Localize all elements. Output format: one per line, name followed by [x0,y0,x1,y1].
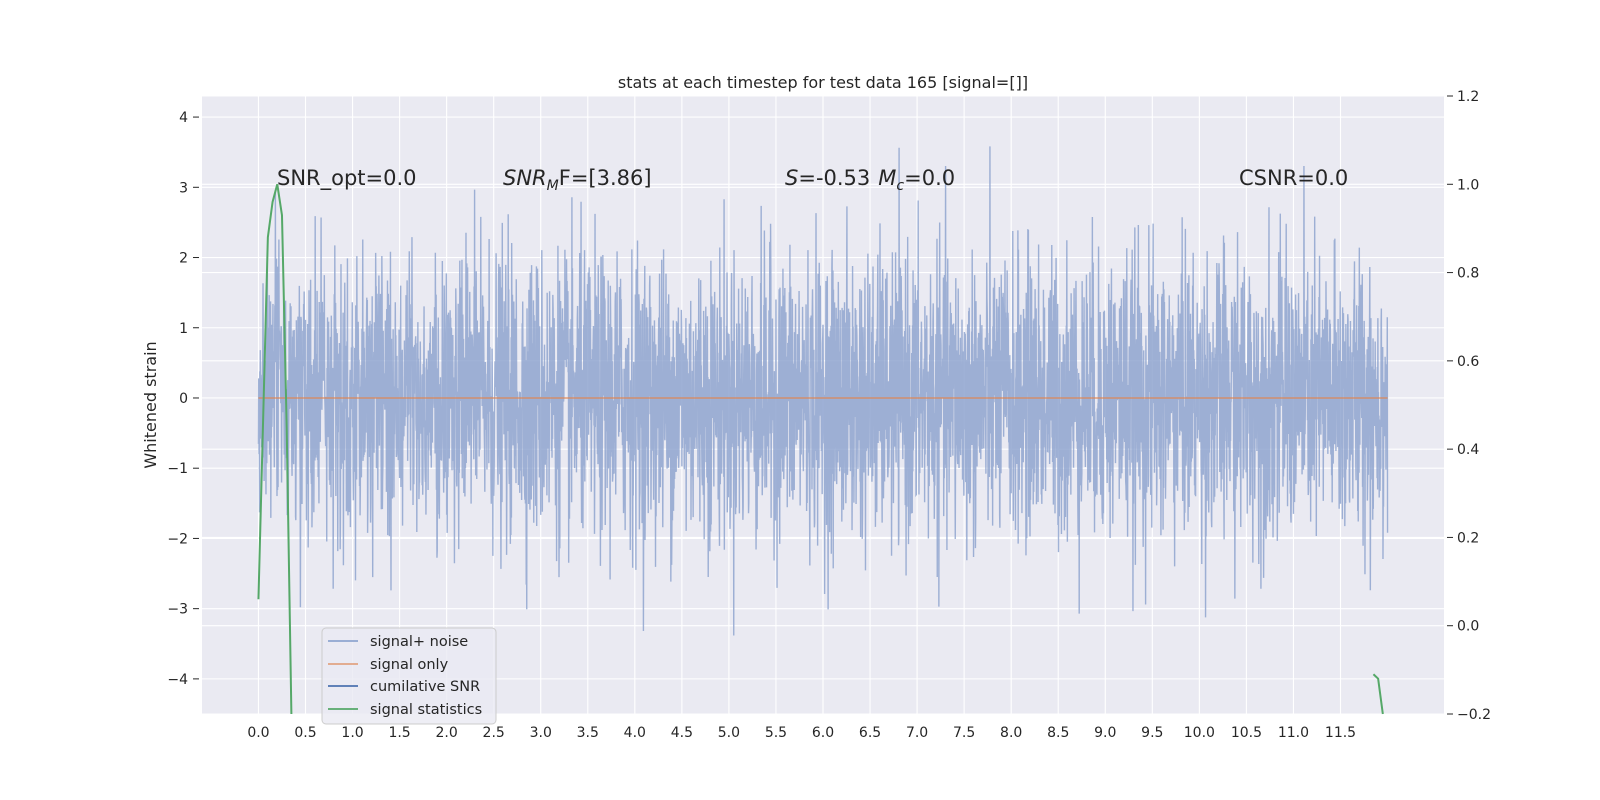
x-tick-label: 0.5 [294,725,316,741]
y2-tick-label: 0.8 [1457,266,1479,282]
y2-tick-label: 0.4 [1457,442,1479,458]
y-tick-label: 0 [179,391,188,407]
x-tick-label: 6.5 [859,725,881,741]
x-tick-label: 1.0 [341,725,363,741]
annotation-snr-mf: SNRMF=[3.86] [503,166,652,194]
x-tick-label: 9.0 [1094,725,1116,741]
s-value: =-0.53 [798,166,870,190]
x-tick-label: 8.0 [1000,725,1022,741]
y2-tick-label: 1.0 [1457,177,1479,193]
y-tick-label: 3 [179,180,188,196]
x-tick-label: 4.0 [624,725,646,741]
y-tick-label: 2 [179,251,188,267]
y-tick-label: −2 [167,531,188,547]
legend-label-signal-statistics: signal statistics [370,702,482,718]
x-tick-label: 11.5 [1325,725,1356,741]
y-tick-label: −4 [167,672,188,688]
mc-value: =0.0 [904,166,955,190]
y2-tick-label: 0.0 [1457,619,1479,635]
y2-tick-label: 1.2 [1457,89,1479,105]
x-tick-label: 2.5 [483,725,505,741]
annotation-snr-opt: SNR_opt=0.0 [277,166,417,191]
legend: signal+ noise signal only cumilative SNR… [321,627,497,725]
x-tick-label: 10.5 [1231,725,1262,741]
y2-tick-label: 0.2 [1457,530,1479,546]
y-tick-label: 1 [179,321,188,337]
x-tick-label: 9.5 [1141,725,1163,741]
x-tick-label: 11.0 [1278,725,1309,741]
x-tick-label: 6.0 [812,725,834,741]
x-tick-label: 7.0 [906,725,928,741]
snr-mf-prefix: SNR [503,166,547,190]
legend-label-signal-noise: signal+ noise [370,634,468,650]
y2-ticks: 1.2 1.0 0.8 0.6 0.4 0.2 0.0 −0.2 [1447,89,1491,723]
legend-label-cumilative-snr: cumilative SNR [370,679,480,695]
x-tick-label: 3.0 [530,725,552,741]
y-tick-label: −3 [167,602,188,618]
y2-tick-label: 0.6 [1457,354,1479,370]
y-ticks: 4 3 2 1 0 −1 −2 −3 −4 [167,110,199,688]
snr-mf-sub: M [547,178,559,194]
snr-mf-suffix: F=[3.86] [559,166,652,190]
s-label: S [785,166,798,190]
y-axis-label: Whitened strain [141,341,160,468]
x-tick-label: 8.5 [1047,725,1069,741]
chart-title: stats at each timestep for test data 165… [618,73,1028,92]
x-tick-label: 5.5 [765,725,787,741]
x-ticks: 0.0 0.5 1.0 1.5 2.0 2.5 3.0 3.5 4.0 4.5 5.0 5.5 6.0 6… [247,725,1356,741]
series-signal-statistics-end [1372,673,1384,715]
annotation-s-mc: S=-0.53 Mc=0.0 [785,166,955,194]
x-tick-label: 2.0 [436,725,458,741]
x-tick-label: 4.5 [671,725,693,741]
mc-label: M [878,166,896,190]
y-tick-label: 4 [179,110,188,126]
series-layer [257,146,1389,715]
series-signal-statistics-start [257,184,293,715]
legend-box [321,627,497,725]
x-tick-label: 3.5 [577,725,599,741]
x-tick-label: 7.5 [953,725,975,741]
x-tick-label: 5.0 [718,725,740,741]
y-tick-label: −1 [167,461,188,477]
mc-sub: c [896,178,904,194]
series-signal-noise [257,146,1389,636]
legend-label-signal-only: signal only [370,657,449,673]
x-tick-label: 0.0 [247,725,269,741]
y2-tick-label: −0.2 [1457,707,1491,723]
x-tick-label: 1.5 [388,725,410,741]
x-tick-label: 10.0 [1184,725,1215,741]
annotation-csnr: CSNR=0.0 [1239,166,1348,190]
